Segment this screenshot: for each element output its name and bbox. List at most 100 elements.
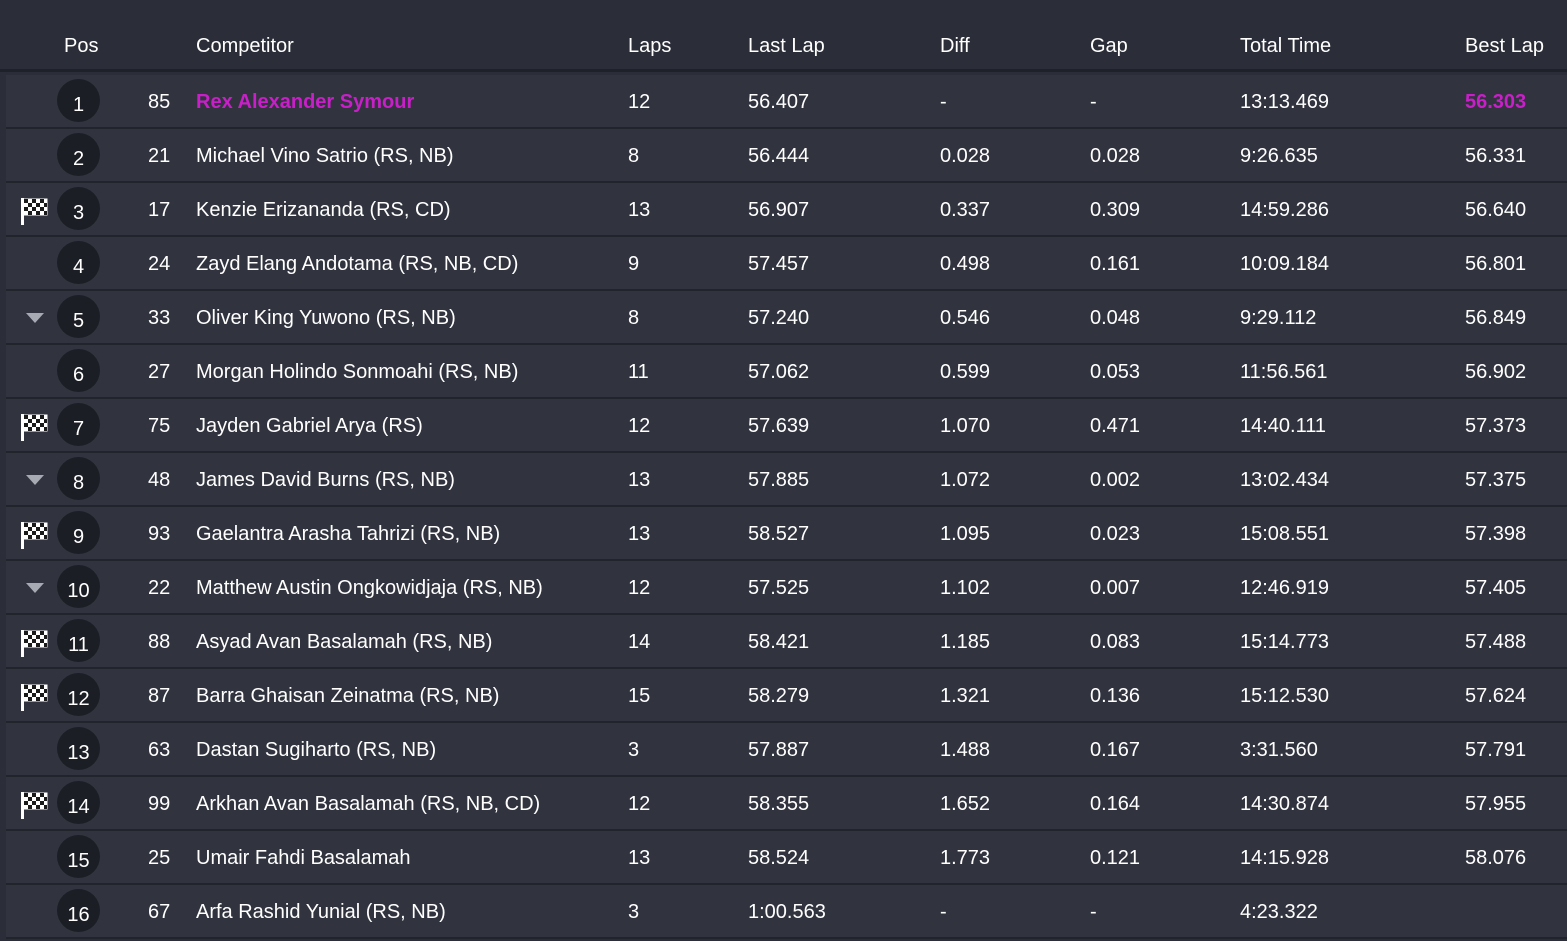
diff-value: 1.185 xyxy=(940,631,991,653)
checkered-flag-icon xyxy=(20,521,50,549)
table-row[interactable]: 7 75 Jayden Gabriel Arya (RS) 12 57.639 … xyxy=(6,399,1567,453)
competitor-name[interactable]: James David Burns (RS, NB) xyxy=(196,469,455,491)
best-lap-value: 56.849 xyxy=(1465,307,1527,329)
table-row[interactable]: 13 63 Dastan Sugiharto (RS, NB) 3 57.887… xyxy=(6,723,1567,777)
competitor-number: 17 xyxy=(148,199,171,221)
diff-value: 1.095 xyxy=(940,523,991,545)
total-time-value: 14:59.286 xyxy=(1240,199,1329,221)
last-lap-value: 58.421 xyxy=(748,631,810,653)
table-row[interactable]: 6 27 Morgan Holindo Sonmoahi (RS, NB) 11… xyxy=(6,345,1567,399)
total-time-value: 9:29.112 xyxy=(1240,307,1317,329)
competitor-name[interactable]: Dastan Sugiharto (RS, NB) xyxy=(196,739,437,761)
header-gap[interactable]: Gap xyxy=(1090,35,1128,57)
competitor-name[interactable]: Gaelantra Arasha Tahrizi (RS, NB) xyxy=(196,523,501,545)
diff-value: 1.773 xyxy=(940,847,991,869)
table-row[interactable]: 5 33 Oliver King Yuwono (RS, NB) 8 57.24… xyxy=(6,291,1567,345)
last-lap-value: 57.887 xyxy=(748,739,810,761)
header-diff[interactable]: Diff xyxy=(940,35,970,57)
total-time-value: 10:09.184 xyxy=(1240,253,1329,275)
position-badge: 1 xyxy=(57,79,100,122)
last-lap-value: 57.639 xyxy=(748,415,810,437)
total-time-value: 12:46.919 xyxy=(1240,577,1329,599)
header-last-lap[interactable]: Last Lap xyxy=(748,35,825,57)
position-badge: 10 xyxy=(57,565,100,608)
last-lap-value: 56.407 xyxy=(748,91,810,113)
gap-value: 0.048 xyxy=(1090,307,1141,329)
position-badge: 7 xyxy=(57,403,100,446)
table-row[interactable]: 12 87 Barra Ghaisan Zeinatma (RS, NB) 15… xyxy=(6,669,1567,723)
gap-value: 0.471 xyxy=(1090,415,1141,437)
competitor-name[interactable]: Oliver King Yuwono (RS, NB) xyxy=(196,307,456,329)
competitor-name[interactable]: Arkhan Avan Basalamah (RS, NB, CD) xyxy=(196,793,541,815)
position-badge: 11 xyxy=(57,619,100,662)
checkered-flag-icon xyxy=(20,413,50,441)
table-row[interactable]: 14 99 Arkhan Avan Basalamah (RS, NB, CD)… xyxy=(6,777,1567,831)
position-down-icon xyxy=(26,313,44,323)
competitor-number: 93 xyxy=(148,523,171,545)
table-row[interactable]: 11 88 Asyad Avan Basalamah (RS, NB) 14 5… xyxy=(6,615,1567,669)
position-badge: 3 xyxy=(57,187,100,230)
competitor-number: 88 xyxy=(148,631,171,653)
competitor-number: 99 xyxy=(148,793,171,815)
competitor-name[interactable]: Matthew Austin Ongkowidjaja (RS, NB) xyxy=(196,577,543,599)
competitor-name[interactable]: Umair Fahdi Basalamah xyxy=(196,847,411,869)
table-row[interactable]: 3 17 Kenzie Erizananda (RS, CD) 13 56.90… xyxy=(6,183,1567,237)
laps-value: 3 xyxy=(628,739,640,761)
header-best-lap[interactable]: Best Lap xyxy=(1465,35,1544,57)
position-badge: 13 xyxy=(57,727,100,770)
competitor-name[interactable]: Asyad Avan Basalamah (RS, NB) xyxy=(196,631,493,653)
table-row[interactable]: 16 67 Arfa Rashid Yunial (RS, NB) 3 1:00… xyxy=(6,885,1567,939)
competitor-number: 85 xyxy=(148,91,171,113)
table-row[interactable]: 2 21 Michael Vino Satrio (RS, NB) 8 56.4… xyxy=(6,129,1567,183)
diff-value: - xyxy=(940,91,947,113)
best-lap-value: 57.791 xyxy=(1465,739,1527,761)
total-time-value: 13:13.469 xyxy=(1240,91,1329,113)
table-row[interactable]: 8 48 James David Burns (RS, NB) 13 57.88… xyxy=(6,453,1567,507)
laps-value: 8 xyxy=(628,307,640,329)
total-time-value: 13:02.434 xyxy=(1240,469,1329,491)
competitor-name[interactable]: Jayden Gabriel Arya (RS) xyxy=(196,415,423,437)
best-lap-value: 57.398 xyxy=(1465,523,1527,545)
competitor-name[interactable]: Rex Alexander Symour xyxy=(196,91,415,113)
header-total-time[interactable]: Total Time xyxy=(1240,35,1332,57)
table-row[interactable]: 15 25 Umair Fahdi Basalamah 13 58.524 1.… xyxy=(6,831,1567,885)
best-lap-value: 57.955 xyxy=(1465,793,1527,815)
competitor-name[interactable]: Michael Vino Satrio (RS, NB) xyxy=(196,145,454,167)
competitor-name[interactable]: Arfa Rashid Yunial (RS, NB) xyxy=(196,901,446,923)
table-row[interactable]: 9 93 Gaelantra Arasha Tahrizi (RS, NB) 1… xyxy=(6,507,1567,561)
checkered-flag-icon xyxy=(20,683,50,711)
competitor-name[interactable]: Zayd Elang Andotama (RS, NB, CD) xyxy=(196,253,519,275)
position-badge: 2 xyxy=(57,133,100,176)
best-lap-value: 57.624 xyxy=(1465,685,1527,707)
header-competitor[interactable]: Competitor xyxy=(196,35,294,57)
checkered-flag-icon xyxy=(20,197,50,225)
diff-value: 1.652 xyxy=(940,793,991,815)
table-row[interactable]: 4 24 Zayd Elang Andotama (RS, NB, CD) 9 … xyxy=(6,237,1567,291)
competitor-name[interactable]: Morgan Holindo Sonmoahi (RS, NB) xyxy=(196,361,519,383)
header-laps[interactable]: Laps xyxy=(628,35,672,57)
competitor-number: 48 xyxy=(148,469,171,491)
table-row[interactable]: 1 85 Rex Alexander Symour 12 56.407 - - … xyxy=(6,75,1567,129)
position-down-icon xyxy=(26,475,44,485)
competitor-name[interactable]: Barra Ghaisan Zeinatma (RS, NB) xyxy=(196,685,500,707)
total-time-value: 11:56.561 xyxy=(1240,361,1328,383)
table-row[interactable]: 10 22 Matthew Austin Ongkowidjaja (RS, N… xyxy=(6,561,1567,615)
position-badge: 15 xyxy=(57,835,100,878)
competitor-name[interactable]: Kenzie Erizananda (RS, CD) xyxy=(196,199,451,221)
gap-value: 0.161 xyxy=(1090,253,1141,275)
position-badge: 8 xyxy=(57,457,100,500)
total-time-value: 14:30.874 xyxy=(1240,793,1329,815)
gap-value: 0.002 xyxy=(1090,469,1141,491)
last-lap-value: 1:00.563 xyxy=(748,901,826,923)
last-lap-value: 58.524 xyxy=(748,847,810,869)
diff-value: 0.599 xyxy=(940,361,991,383)
position-badge: 5 xyxy=(57,295,100,338)
diff-value: 1.321 xyxy=(940,685,991,707)
position-down-icon xyxy=(26,583,44,593)
total-time-value: 14:40.111 xyxy=(1240,415,1327,437)
laps-value: 3 xyxy=(628,901,640,923)
total-time-value: 15:12.530 xyxy=(1240,685,1329,707)
diff-value: 0.028 xyxy=(940,145,991,167)
header-pos[interactable]: Pos xyxy=(64,35,99,57)
